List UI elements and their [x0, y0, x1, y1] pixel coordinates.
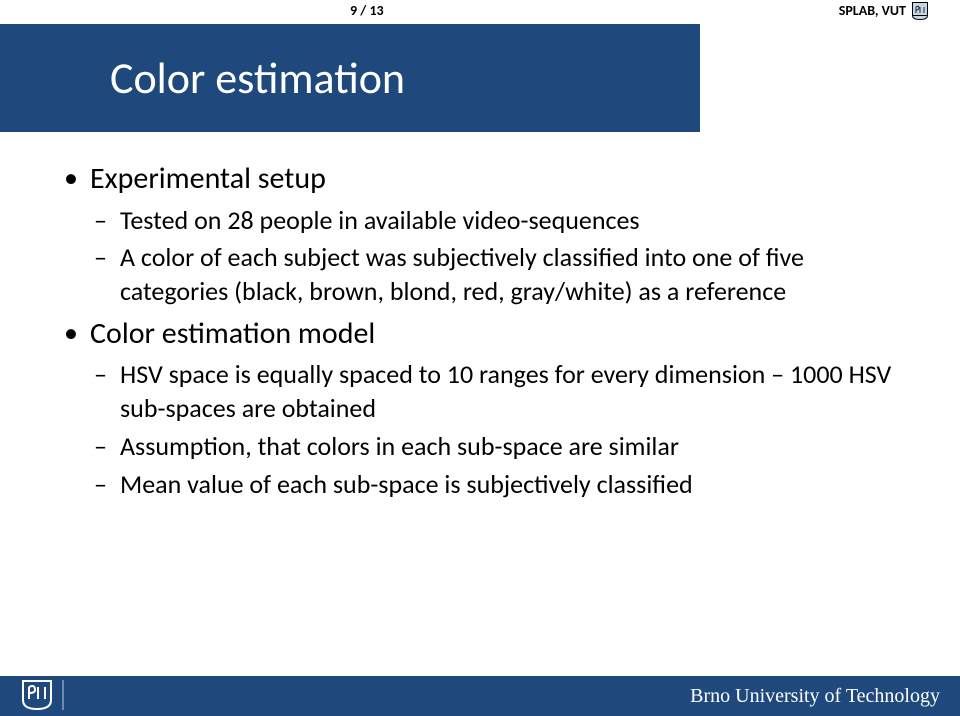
bullet-l2-text: Tested on 28 people in available video-s… [120, 204, 640, 236]
content-area: Experimental setup Tested on 28 people i… [60, 160, 900, 508]
bullet-l2-text: A color of each subject was subjectively… [120, 241, 804, 307]
footer-crest-icon [20, 678, 54, 712]
org-label: SPLAB, VUT [839, 2, 906, 19]
bullet-list-l1: Experimental setup Tested on 28 people i… [60, 160, 900, 502]
bullet-l1: Experimental setup Tested on 28 people i… [60, 160, 900, 309]
footer-bar: Brno University of Technology [0, 676, 960, 716]
bullet-l1: Color estimation model HSV space is equa… [60, 315, 900, 502]
bullet-l2-text: Mean value of each sub-space is subjecti… [120, 468, 693, 500]
bullet-list-l2: Tested on 28 people in available video-s… [90, 204, 900, 309]
slide-title: Color estimation [110, 51, 405, 105]
bullet-list-l2: HSV space is equally spaced to 10 ranges… [90, 358, 900, 501]
top-strip: 9 / 13 SPLAB, VUT [0, 0, 960, 20]
bullet-l1-text: Experimental setup [90, 160, 326, 197]
bullet-l2: Assumption, that colors in each sub-spac… [90, 430, 900, 464]
footer-university: Brno University of Technology [690, 685, 940, 708]
bullet-l2: HSV space is equally spaced to 10 ranges… [90, 358, 900, 426]
bullet-l2-text: Assumption, that colors in each sub-spac… [120, 430, 679, 462]
bullet-l1-text: Color estimation model [90, 315, 375, 352]
page-number: 9 / 13 [350, 2, 384, 19]
bullet-l2: Mean value of each sub-space is subjecti… [90, 468, 900, 502]
slide: 9 / 13 SPLAB, VUT Color estimation Exper… [0, 0, 960, 716]
bullet-l2: Tested on 28 people in available video-s… [90, 204, 900, 238]
title-bar: Color estimation [0, 24, 700, 132]
bullet-l2-text: HSV space is equally spaced to 10 ranges… [120, 358, 891, 424]
footer-divider [62, 680, 64, 710]
university-crest-icon [912, 2, 928, 20]
bullet-l2: A color of each subject was subjectively… [90, 241, 900, 309]
